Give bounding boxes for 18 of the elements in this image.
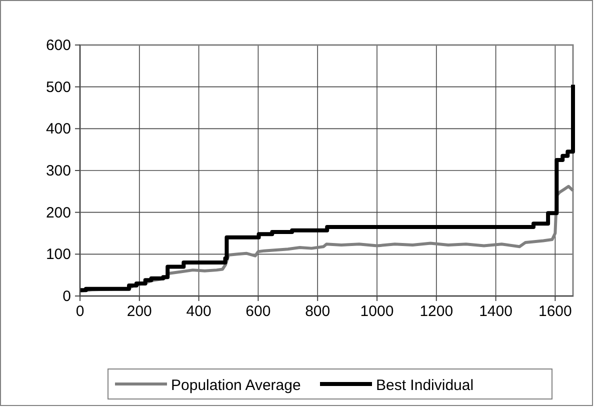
x-tick-label: 1000 <box>360 303 394 320</box>
x-tick-label: 200 <box>126 303 152 320</box>
y-tick-label: 0 <box>62 288 71 305</box>
legend-label: Best Individual <box>376 377 474 394</box>
y-tick-label: 600 <box>46 37 71 54</box>
x-tick-label: 0 <box>76 303 84 320</box>
x-tick-label: 800 <box>305 303 330 320</box>
y-tick-label: 500 <box>46 78 71 96</box>
x-tick-label: 400 <box>186 303 212 320</box>
y-tick-label: 300 <box>46 162 71 180</box>
y-tick-label: 200 <box>46 204 71 222</box>
y-tick-label: 100 <box>46 246 71 264</box>
legend-label: Population Average <box>171 377 301 394</box>
x-tick-label: 1200 <box>420 303 454 320</box>
x-tick-label: 600 <box>246 303 271 320</box>
x-tick-label: 1400 <box>479 303 512 320</box>
y-tick-label: 400 <box>46 120 71 138</box>
x-tick-label: 1600 <box>538 303 572 320</box>
